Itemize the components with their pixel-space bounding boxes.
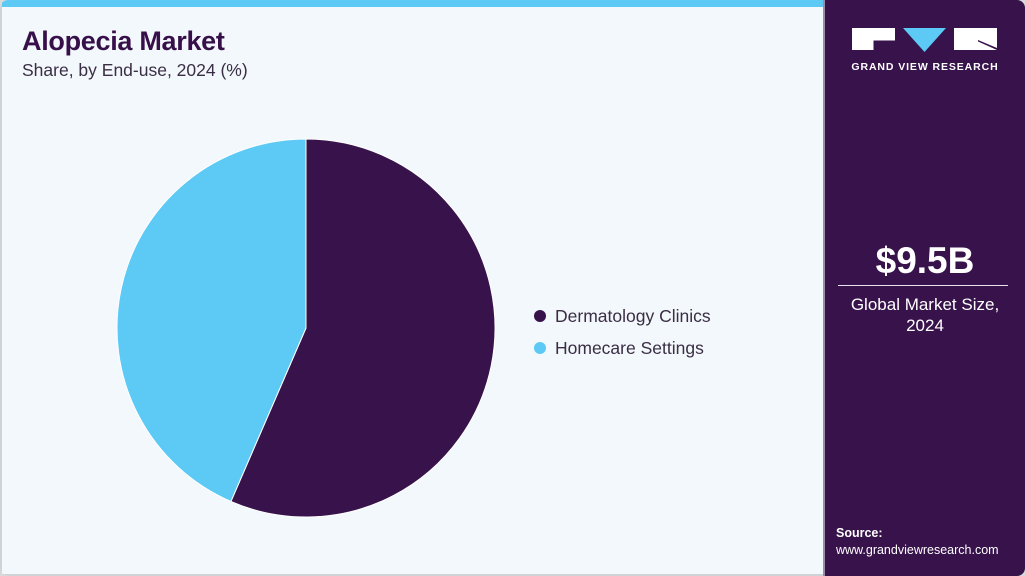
legend-item-dermatology-clinics: Dermatology Clinics <box>534 300 711 332</box>
grand-view-research-logo-icon <box>852 28 997 52</box>
legend-item-homecare-settings: Homecare Settings <box>534 332 711 364</box>
chart-title: Alopecia Market <box>22 26 225 56</box>
legend-label: Dermatology Clinics <box>555 305 711 326</box>
brand-name: GRAND VIEW RESEARCH <box>851 61 999 73</box>
accent-bar <box>2 0 823 7</box>
source-label: Source: <box>836 526 883 540</box>
pie-chart <box>102 128 512 528</box>
pie-svg <box>116 138 496 518</box>
legend-dot-icon <box>534 342 546 354</box>
pie-slice-dermatology-clinics <box>230 138 496 518</box>
legend-dot-icon <box>534 310 546 322</box>
pie-slice-homecare-settings <box>116 138 307 503</box>
divider <box>838 285 1008 286</box>
legend: Dermatology Clinics Homecare Settings <box>534 300 711 364</box>
chart-subtitle: Share, by End-use, 2024 (%) <box>22 60 248 80</box>
market-size-label: Global Market Size, 2024 <box>825 294 1025 336</box>
market-label-line1: Global Market Size, <box>850 295 1000 314</box>
sidebar: GRAND VIEW RESEARCH $9.5B Global Market … <box>823 0 1025 576</box>
source-url-link[interactable]: www.grandviewresearch.com <box>836 543 999 557</box>
market-size-value: $9.5B <box>875 240 975 281</box>
chart-panel: Alopecia Market Share, by End-use, 2024 … <box>2 0 823 574</box>
market-label-line2: 2024 <box>906 316 944 335</box>
legend-label: Homecare Settings <box>555 337 704 358</box>
